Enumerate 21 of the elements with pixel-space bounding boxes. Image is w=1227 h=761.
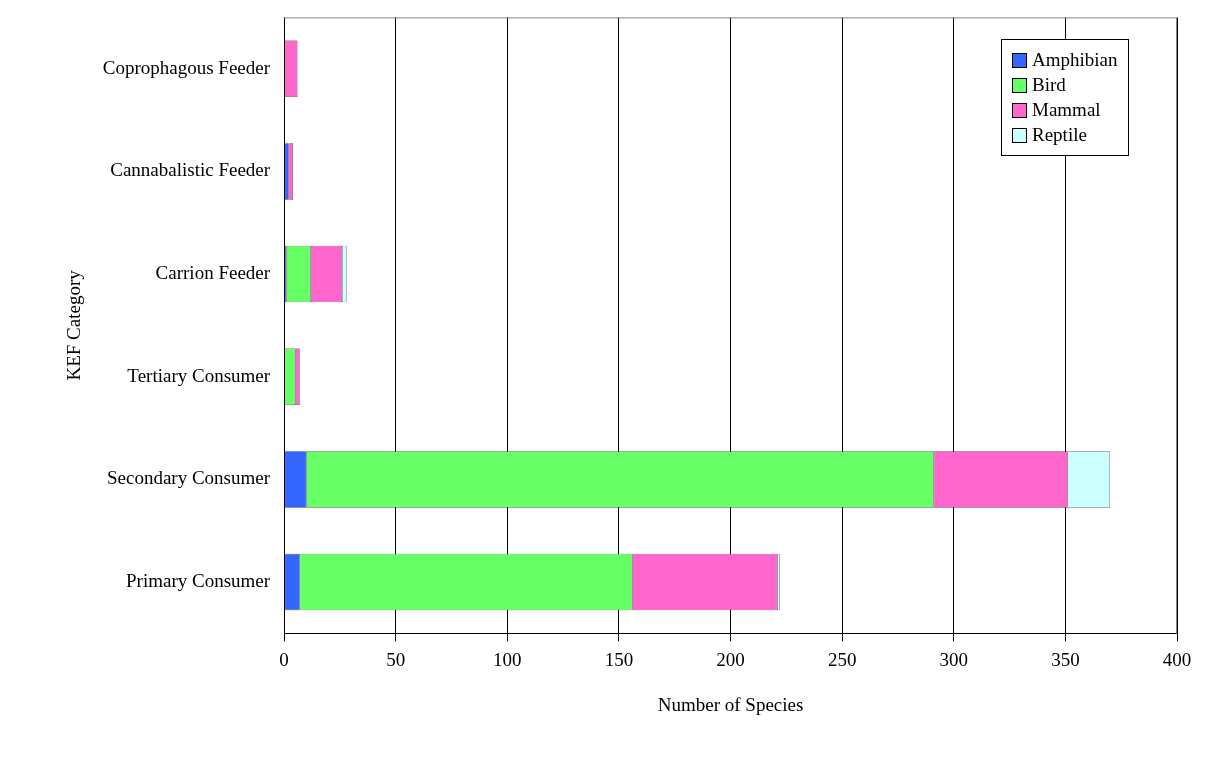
x-axis-title: Number of Species (657, 693, 804, 715)
x-tick-label: 300 (939, 648, 969, 670)
x-tick-label: 50 (386, 648, 406, 670)
x-tick-label: 250 (827, 648, 857, 670)
x-tick-label: 0 (279, 648, 289, 670)
legend-label: Amphibian (1032, 49, 1118, 72)
x-tick-label: 200 (716, 648, 745, 670)
y-tick-label: Primary Consumer (125, 570, 271, 592)
x-tick-label: 100 (493, 648, 522, 670)
legend-label: Bird (1032, 74, 1066, 97)
y-tick-label: Coprophagous Feeder (102, 56, 271, 78)
x-tick-label: 350 (1051, 648, 1080, 670)
y-tick-label: Carrion Feeder (155, 262, 271, 284)
y-tick-label: Secondary Consumer (107, 467, 271, 489)
legend-label: Reptile (1032, 124, 1087, 147)
x-tick-label: 400 (1162, 648, 1192, 670)
y-tick-label: Tertiary Consumer (127, 364, 271, 386)
x-tick-label: 150 (604, 648, 634, 670)
y-tick-label: Cannabalistic Feeder (110, 159, 271, 181)
y-axis-title: KEF Category (63, 269, 85, 381)
legend-label: Mammal (1032, 99, 1101, 122)
